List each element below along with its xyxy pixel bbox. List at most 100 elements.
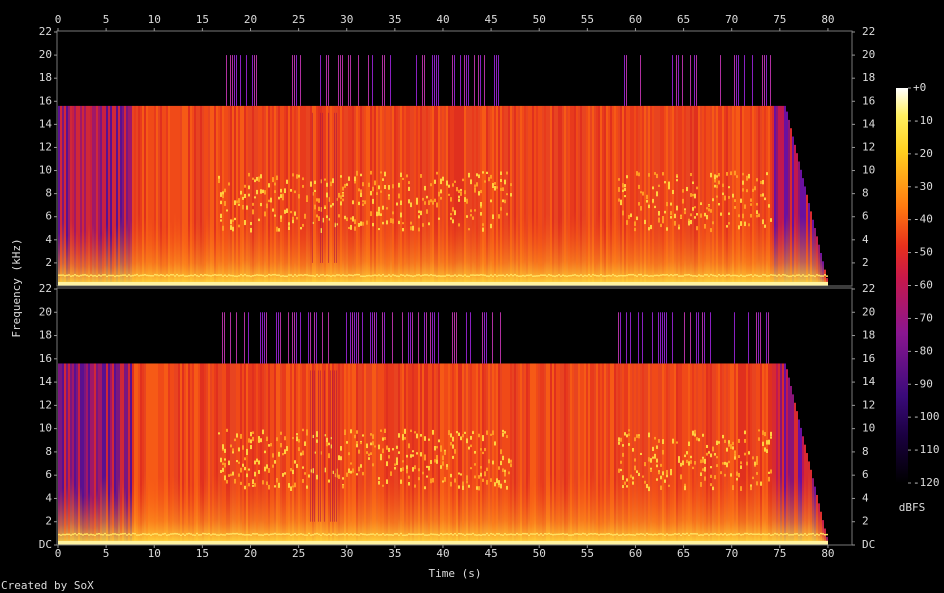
harmonic-line bbox=[610, 533, 612, 536]
formant-blob bbox=[720, 471, 722, 475]
spectrum-column bbox=[238, 105, 240, 287]
harmonic-line bbox=[74, 532, 76, 535]
spectrum-column bbox=[766, 363, 768, 545]
dc-line bbox=[440, 540, 442, 545]
formant-blob bbox=[442, 480, 444, 483]
harmonic-line bbox=[506, 273, 508, 276]
x-tick-label: 60 bbox=[629, 13, 642, 26]
low-band bbox=[210, 212, 212, 286]
formant-blob bbox=[722, 183, 724, 188]
formant-blob bbox=[690, 172, 692, 177]
formant-blob bbox=[250, 444, 252, 450]
low-band bbox=[524, 212, 526, 286]
spectrum-column bbox=[564, 105, 566, 287]
low-band bbox=[752, 218, 754, 286]
harmonic-line bbox=[194, 534, 196, 536]
low-band bbox=[452, 226, 454, 286]
spectrum-column bbox=[598, 105, 600, 287]
low-band bbox=[344, 225, 346, 286]
formant-blob bbox=[274, 485, 276, 488]
harmonic-line bbox=[740, 274, 742, 276]
low-band bbox=[262, 222, 264, 286]
formant-blob bbox=[622, 189, 624, 193]
hf-spike bbox=[486, 312, 487, 364]
formant-blob bbox=[372, 441, 374, 446]
low-band bbox=[480, 480, 482, 545]
hf-spike bbox=[328, 312, 329, 364]
low-band bbox=[710, 219, 712, 286]
formant-blob bbox=[648, 173, 650, 177]
formant-blob bbox=[424, 185, 426, 191]
formant-blob bbox=[450, 433, 452, 438]
dc-line bbox=[354, 281, 356, 286]
dc-line bbox=[630, 281, 632, 286]
y-tick-label: 16 bbox=[39, 352, 52, 365]
harmonic-line bbox=[738, 533, 740, 535]
dc-line bbox=[778, 540, 780, 545]
low-band bbox=[760, 222, 762, 286]
dc-line bbox=[638, 540, 640, 545]
low-band bbox=[824, 528, 826, 545]
harmonic-line bbox=[360, 533, 362, 535]
formant-blob bbox=[234, 478, 236, 484]
dc-line bbox=[194, 540, 196, 545]
spectrum-column bbox=[792, 394, 794, 545]
dark-streak bbox=[324, 370, 325, 522]
low-band bbox=[526, 482, 528, 545]
harmonic-line bbox=[148, 274, 150, 277]
low-band bbox=[90, 494, 92, 545]
hf-spike bbox=[248, 312, 249, 364]
dc-line bbox=[722, 540, 724, 545]
formant-blob bbox=[230, 225, 232, 230]
low-band bbox=[356, 486, 358, 545]
low-band bbox=[636, 473, 638, 545]
hf-spike bbox=[294, 55, 295, 106]
spectrum-column bbox=[110, 363, 112, 545]
dc-line bbox=[654, 540, 656, 545]
dc-line bbox=[678, 540, 680, 545]
spectrum-column bbox=[470, 363, 472, 545]
formant-blob bbox=[702, 433, 704, 437]
dc-line bbox=[260, 281, 262, 286]
hf-spike bbox=[252, 55, 253, 106]
low-band bbox=[278, 481, 280, 545]
y-tick-label-right: 4 bbox=[862, 491, 869, 504]
spectrum-column bbox=[462, 363, 464, 545]
harmonic-line bbox=[790, 275, 792, 277]
formant-blob bbox=[652, 186, 654, 190]
formant-blob bbox=[420, 210, 422, 216]
low-band bbox=[138, 486, 140, 545]
harmonic-line bbox=[544, 274, 546, 277]
dc-line bbox=[764, 281, 766, 286]
hf-spike bbox=[300, 312, 301, 364]
formant-blob bbox=[318, 206, 320, 212]
low-band bbox=[372, 476, 374, 545]
harmonic-line bbox=[408, 533, 410, 535]
formant-blob bbox=[340, 446, 342, 451]
formant-blob bbox=[686, 451, 688, 455]
dc-line bbox=[398, 281, 400, 286]
harmonic-line bbox=[250, 534, 252, 536]
dc-line bbox=[438, 281, 440, 286]
spectrum-column bbox=[278, 105, 280, 287]
dc-line bbox=[366, 281, 368, 286]
spectrum-column bbox=[526, 363, 528, 545]
harmonic-line bbox=[730, 533, 732, 535]
spectrum-column bbox=[724, 363, 726, 545]
harmonic-line bbox=[220, 533, 222, 536]
hf-spike bbox=[768, 312, 769, 364]
harmonic-line bbox=[522, 532, 524, 535]
formant-blob bbox=[618, 178, 620, 181]
low-band bbox=[616, 469, 618, 545]
spectrum-column bbox=[500, 363, 502, 545]
dc-line bbox=[382, 281, 384, 286]
harmonic-line bbox=[554, 275, 556, 278]
formant-blob bbox=[358, 222, 360, 227]
hf-spike bbox=[474, 55, 475, 106]
dc-line bbox=[236, 281, 238, 286]
dc-line bbox=[392, 540, 394, 545]
formant-blob bbox=[478, 486, 480, 491]
low-band bbox=[584, 480, 586, 545]
dc-line bbox=[128, 281, 130, 286]
spectrum-column bbox=[432, 105, 434, 287]
